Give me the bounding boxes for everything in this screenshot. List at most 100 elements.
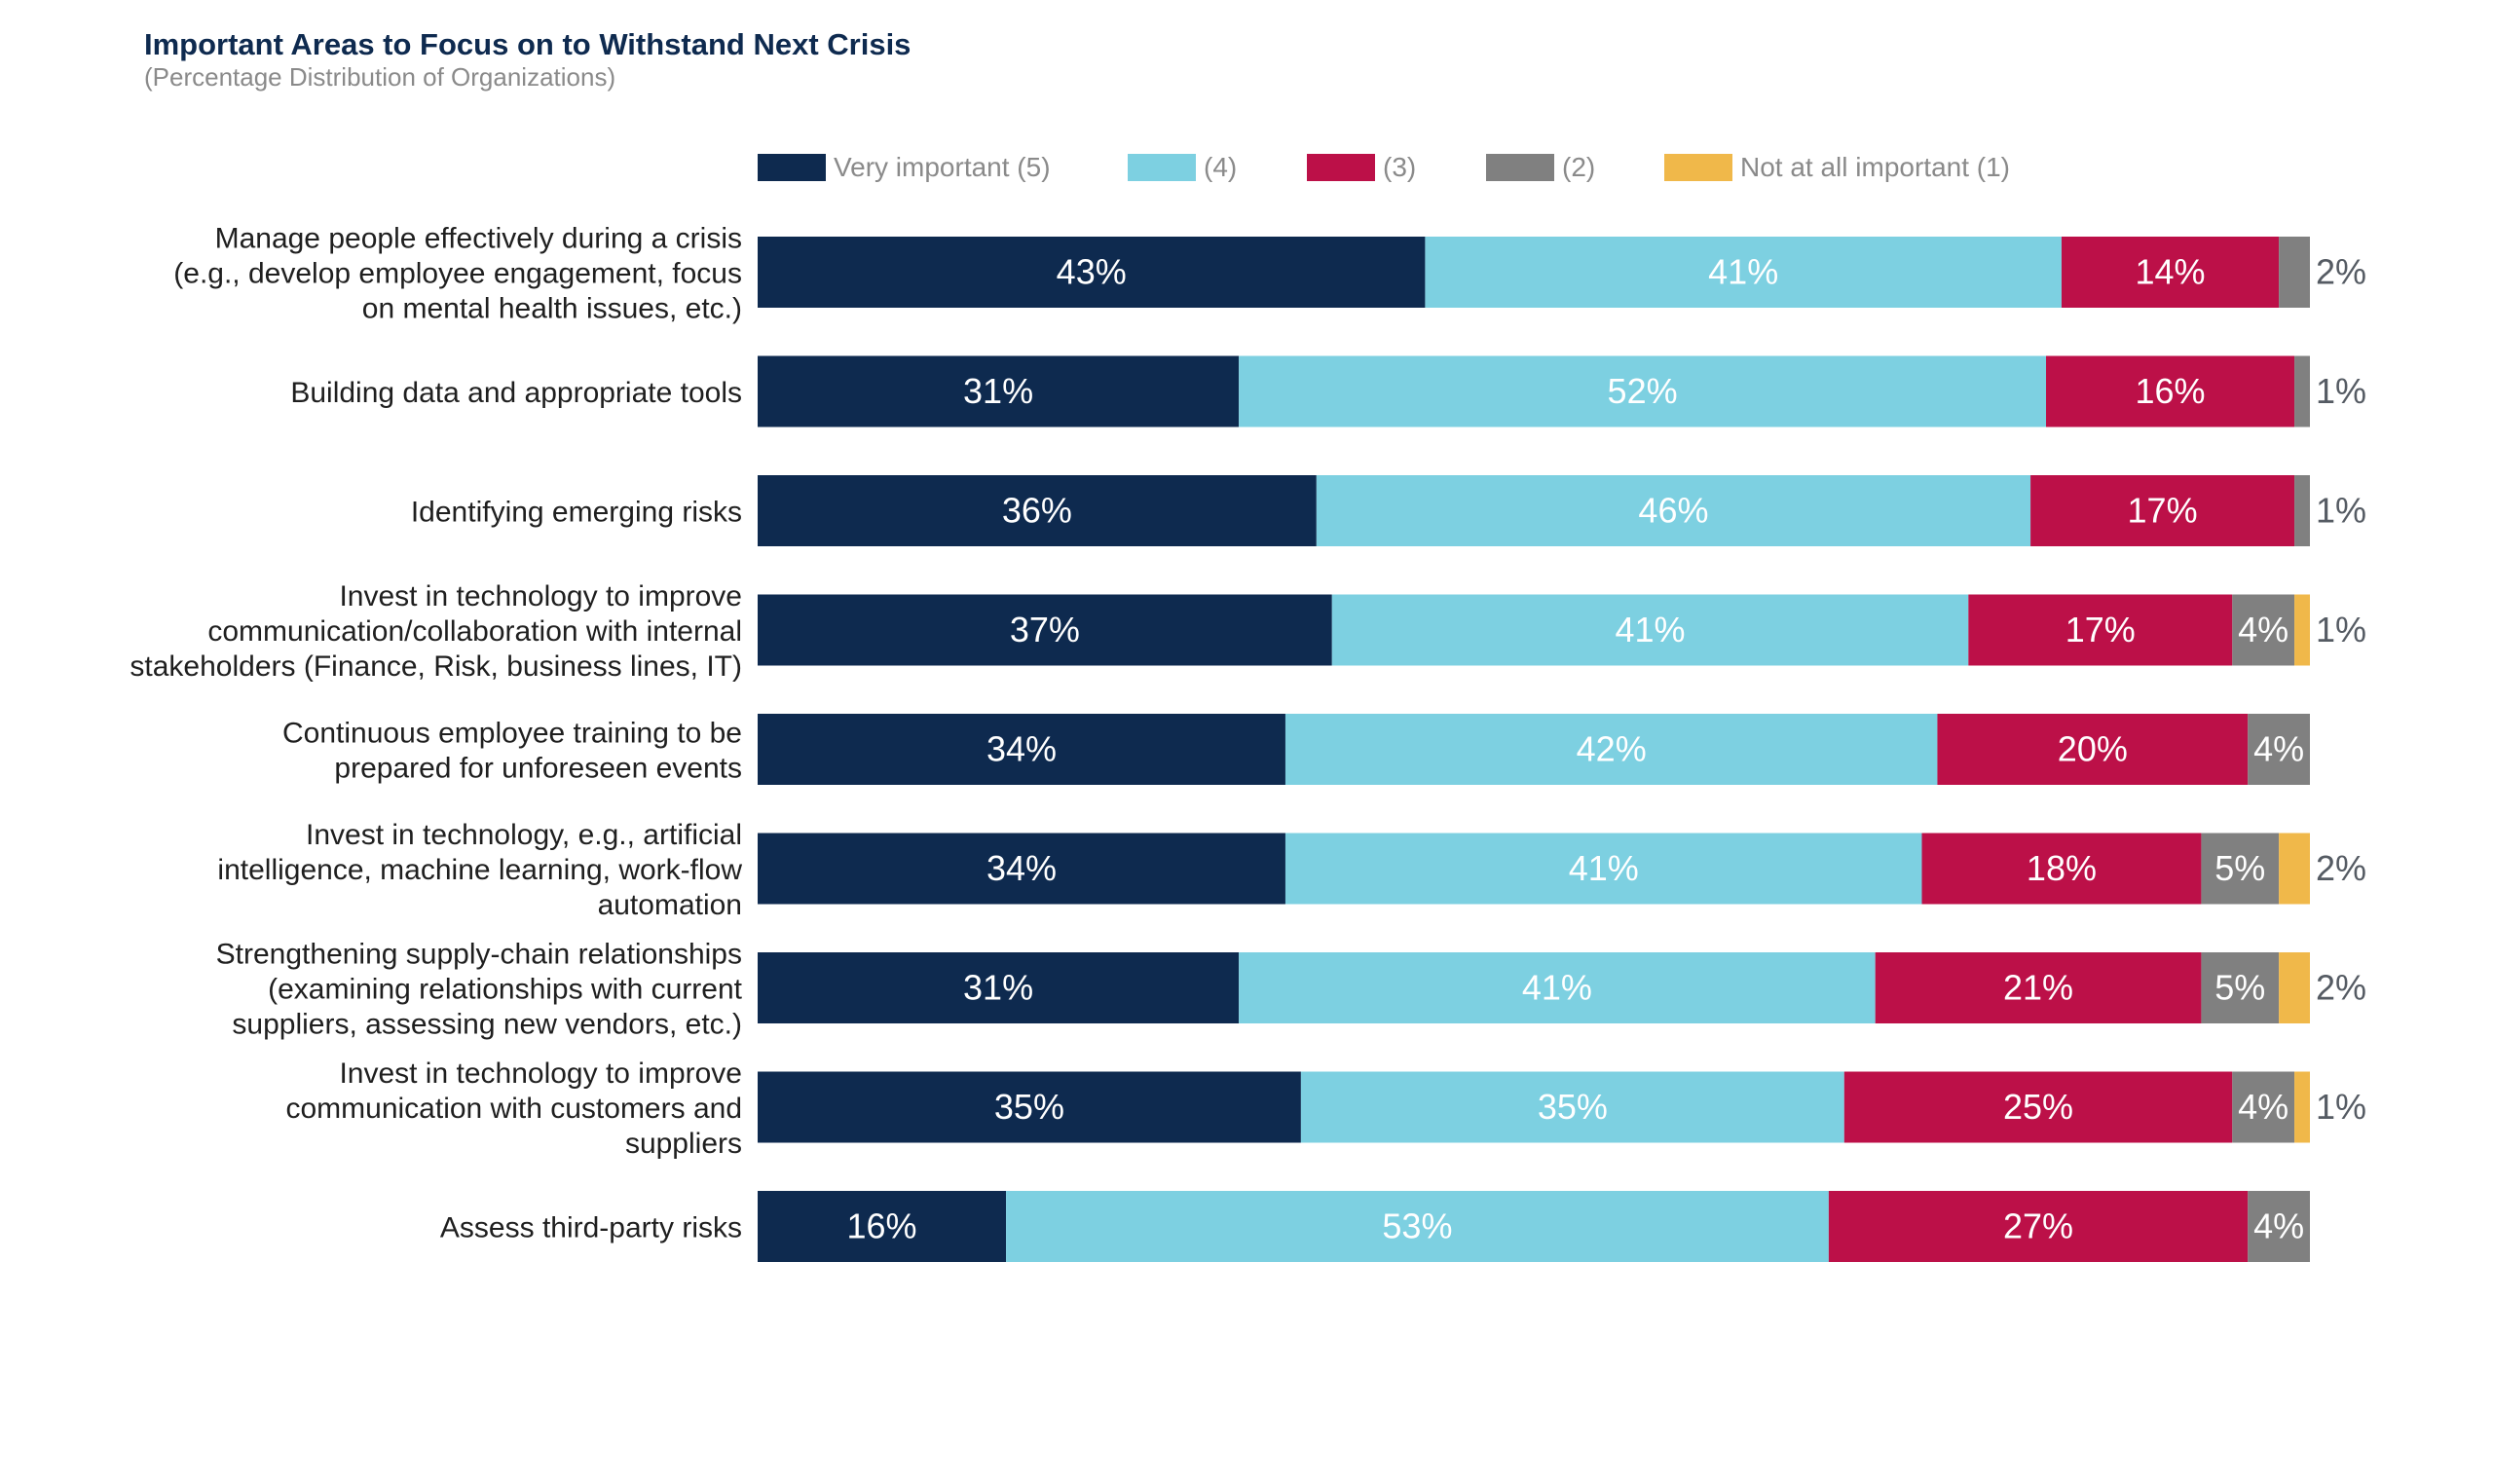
data-label: 43% (1057, 252, 1127, 292)
legend-label: (3) (1383, 152, 1416, 182)
category-label: Strengthening supply-chain relationships… (216, 939, 743, 1041)
bar-segment (1425, 237, 2062, 308)
category-label-line: prepared for unforeseen events (334, 753, 742, 785)
data-label: 4% (2238, 1087, 2288, 1127)
legend-swatch (1307, 154, 1375, 181)
category-label-line: suppliers, assessing new vendors, etc.) (232, 1009, 742, 1041)
bar-segment (2294, 475, 2310, 546)
category-label-line: (examining relationships with current (268, 974, 743, 1006)
data-label: 21% (2003, 968, 2073, 1008)
data-label: 41% (1616, 610, 1686, 649)
bar-segment (1284, 714, 1938, 785)
category-label-line: Invest in technology, e.g., artificial (306, 819, 742, 851)
bar-segment (2030, 475, 2295, 546)
bar-segment (1316, 475, 2031, 546)
bar-segment (2279, 952, 2310, 1023)
bar-segment (2061, 237, 2280, 308)
data-label: 2% (2316, 252, 2366, 292)
data-label: 37% (1010, 610, 1080, 649)
category-label-line: stakeholders (Finance, Risk, business li… (130, 650, 742, 683)
category-label-line: Manage people effectively during a crisi… (215, 223, 742, 255)
data-label: 4% (2253, 1206, 2304, 1246)
category-label-line: Building data and appropriate tools (290, 377, 742, 409)
legend-item: (3) (1307, 152, 1416, 182)
data-label: 41% (1522, 968, 1592, 1008)
category-label: Invest in technology to improve communica… (130, 580, 742, 683)
category-label-line: suppliers (625, 1128, 742, 1160)
bar-segment (758, 355, 1240, 427)
data-label: 4% (2238, 610, 2288, 649)
data-label: 41% (1569, 848, 1639, 888)
legend-label: (4) (1204, 152, 1237, 182)
data-label: 2% (2316, 968, 2366, 1008)
category-label-line: Continuous employee training to be (282, 718, 742, 750)
legend-item: (4) (1128, 152, 1237, 182)
data-label: 46% (1638, 491, 1708, 531)
legend-label: Not at all important (1) (1740, 152, 2010, 182)
bar-segment (1937, 714, 2249, 785)
data-label: 42% (1577, 729, 1647, 769)
category-label-line: automation (598, 889, 742, 921)
bar-segment (758, 714, 1285, 785)
bar-segment (758, 833, 1285, 905)
data-label: 16% (2136, 371, 2206, 411)
data-label: 5% (2214, 968, 2265, 1008)
data-label: 36% (1002, 491, 1072, 531)
bar-segment (1331, 594, 1969, 666)
category-label-line: Assess third-party risks (440, 1212, 742, 1244)
category-label: Building data and appropriate tools (290, 377, 742, 409)
bar-segment (2232, 594, 2295, 666)
data-label: 17% (2128, 491, 2198, 531)
bar-segment (2294, 355, 2310, 427)
chart-subtitle: (Percentage Distribution of Organization… (144, 62, 616, 92)
bar-segment (758, 952, 1240, 1023)
bar-segment (1843, 1071, 2233, 1143)
data-label: 1% (2316, 371, 2366, 411)
data-label: 2% (2316, 848, 2366, 888)
bar-segment (1284, 833, 1922, 905)
legend-swatch (1128, 154, 1196, 181)
category-label: Identifying emerging risks (411, 497, 742, 529)
bar-segment (2248, 714, 2310, 785)
bar-segment (2279, 833, 2310, 905)
bar-segment (2201, 833, 2280, 905)
legend-label: (2) (1562, 152, 1595, 182)
chart-title: Important Areas to Focus on to Withstand… (144, 27, 912, 61)
category-label: Invest in technology to improve communica… (285, 1057, 742, 1160)
bar-segment (1828, 1191, 2249, 1262)
data-label: 53% (1382, 1206, 1452, 1246)
data-label: 18% (2027, 848, 2097, 888)
category-label-line: Invest in technology to improve (339, 580, 742, 612)
data-label: 52% (1608, 371, 1678, 411)
data-label: 17% (2065, 610, 2136, 649)
bar-segment (2046, 355, 2295, 427)
category-label-line: communication/collaboration with interna… (207, 615, 742, 648)
data-label: 1% (2316, 491, 2366, 531)
data-label: 34% (986, 848, 1057, 888)
data-label: 1% (2316, 610, 2366, 649)
data-label: 1% (2316, 1087, 2366, 1127)
category-label-line: Invest in technology to improve (339, 1057, 742, 1090)
data-label: 5% (2214, 848, 2265, 888)
bar-segment (2232, 1071, 2295, 1143)
bar-segment (2201, 952, 2280, 1023)
data-label: 27% (2003, 1206, 2073, 1246)
bar-segment (1239, 355, 2047, 427)
bar-segment (1968, 594, 2233, 666)
legend-swatch (1486, 154, 1554, 181)
bar-segment (1300, 1071, 1844, 1143)
legend-item: (2) (1486, 152, 1595, 182)
bar-segment (1921, 833, 2202, 905)
category-label-line: (e.g., develop employee engagement, focu… (173, 258, 742, 290)
category-label: Assess third-party risks (440, 1212, 742, 1244)
bar-segment (758, 594, 1332, 666)
bar-segment (758, 1071, 1301, 1143)
bar-segment (758, 1191, 1007, 1262)
legend-swatch (1664, 154, 1732, 181)
bar-segment (2279, 237, 2310, 308)
bar-segment (1239, 952, 1876, 1023)
data-label: 16% (846, 1206, 916, 1246)
legend-swatch (758, 154, 826, 181)
data-label: 31% (963, 968, 1033, 1008)
